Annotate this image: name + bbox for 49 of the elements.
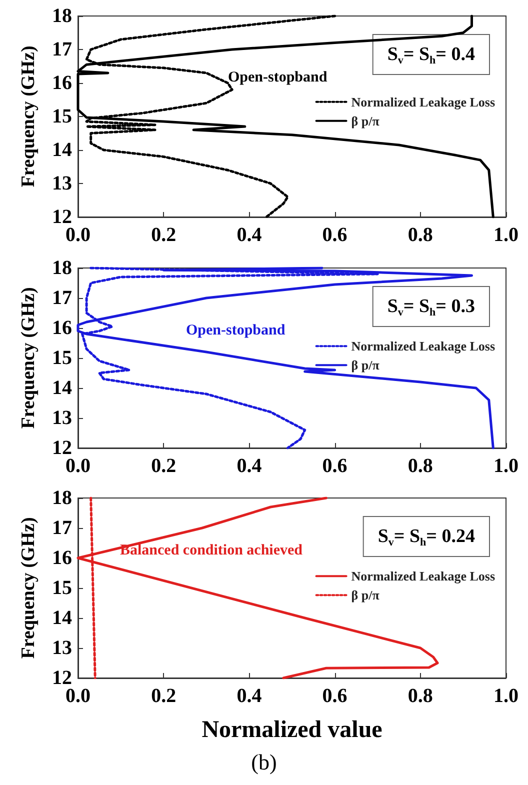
y-tick-label: 15 xyxy=(52,106,72,128)
y-axis-title: Frequency (GHz) xyxy=(18,517,39,659)
x-tick-label: 1.0 xyxy=(494,685,518,707)
legend-label: Normalized Leakage Loss xyxy=(351,568,496,584)
x-tick-label: 0.8 xyxy=(408,685,433,707)
annotation: Balanced condition achieved xyxy=(120,542,304,558)
x-tick-label: 1.0 xyxy=(494,224,518,246)
y-tick-label: 16 xyxy=(52,317,72,339)
x-tick-label: 0.4 xyxy=(236,455,262,477)
y-axis-title: Frequency (GHz) xyxy=(18,287,39,429)
y-tick-label: 17 xyxy=(52,517,72,539)
text: (b) xyxy=(251,750,277,774)
y-tick-label: 17 xyxy=(52,38,72,60)
y-tick-label: 18 xyxy=(52,257,72,279)
x-tick-label: 0.6 xyxy=(322,224,348,246)
y-tick-label: 13 xyxy=(52,172,72,194)
x-tick-label: 0.4 xyxy=(236,685,262,707)
annotation: Open-stopband xyxy=(186,322,286,338)
y-tick-label: 14 xyxy=(52,377,72,399)
legend-label: β p/π xyxy=(351,113,380,128)
y-tick-label: 13 xyxy=(52,407,72,429)
y-tick-label: 16 xyxy=(52,72,72,94)
x-axis-title: Normalized value xyxy=(202,717,383,743)
y-tick-label: 18 xyxy=(52,5,72,27)
legend-label: Normalized Leakage Loss xyxy=(351,94,496,110)
annotation: Open-stopband xyxy=(228,70,328,86)
y-tick-label: 15 xyxy=(52,347,72,369)
x-tick-label: 0.6 xyxy=(322,685,348,707)
x-tick-label: 0.8 xyxy=(408,455,433,477)
legend-label: β p/π xyxy=(351,358,380,373)
y-tick-label: 15 xyxy=(52,577,72,599)
y-axis-title: Frequency (GHz) xyxy=(18,46,39,188)
legend-label: β p/π xyxy=(351,588,380,603)
line-series xyxy=(76,266,494,450)
x-tick-label: 1.0 xyxy=(494,455,518,477)
y-tick-label: 13 xyxy=(52,637,72,659)
legend-label: Normalized Leakage Loss xyxy=(351,338,496,354)
x-tick-label: 0.6 xyxy=(322,455,348,477)
y-tick-label: 14 xyxy=(52,139,72,161)
x-tick-label: 0.4 xyxy=(236,224,262,246)
y-tick-label: 14 xyxy=(52,607,72,629)
y-tick-label: 16 xyxy=(52,547,72,569)
x-tick-label: 0.2 xyxy=(151,455,176,477)
x-tick-label: 0.8 xyxy=(408,224,433,246)
y-tick-label: 17 xyxy=(52,287,72,309)
x-tick-label: 0.2 xyxy=(151,224,176,246)
x-tick-label: 0.2 xyxy=(151,685,176,707)
line-series xyxy=(76,14,494,218)
y-tick-label: 18 xyxy=(52,487,72,509)
